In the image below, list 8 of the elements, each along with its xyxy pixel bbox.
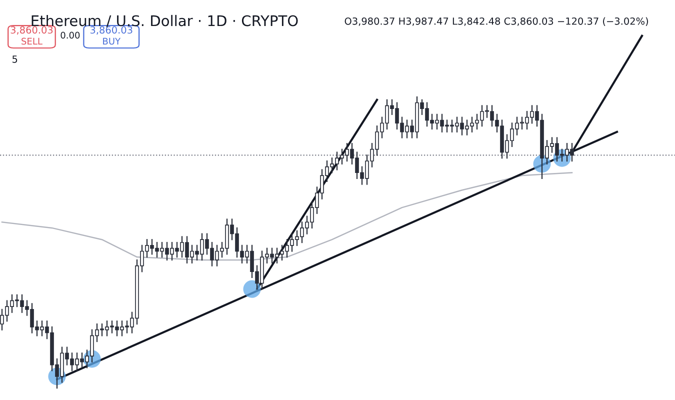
text: 0.00	[60, 32, 80, 39]
text: SELL	[22, 38, 42, 45]
text: BUY	[103, 38, 121, 45]
text: 3,860.03	[90, 26, 132, 35]
text: 5	[12, 56, 18, 63]
chart-title: Ethereum / U.S. Dollar · 1D · CRYPTO	[32, 14, 298, 28]
text: 3,860.03	[10, 26, 53, 35]
chart-subtitle: O3,980.37 H3,987.47 L3,842.48 C3,860.03 −120.37 (−3.02%)	[344, 17, 648, 26]
